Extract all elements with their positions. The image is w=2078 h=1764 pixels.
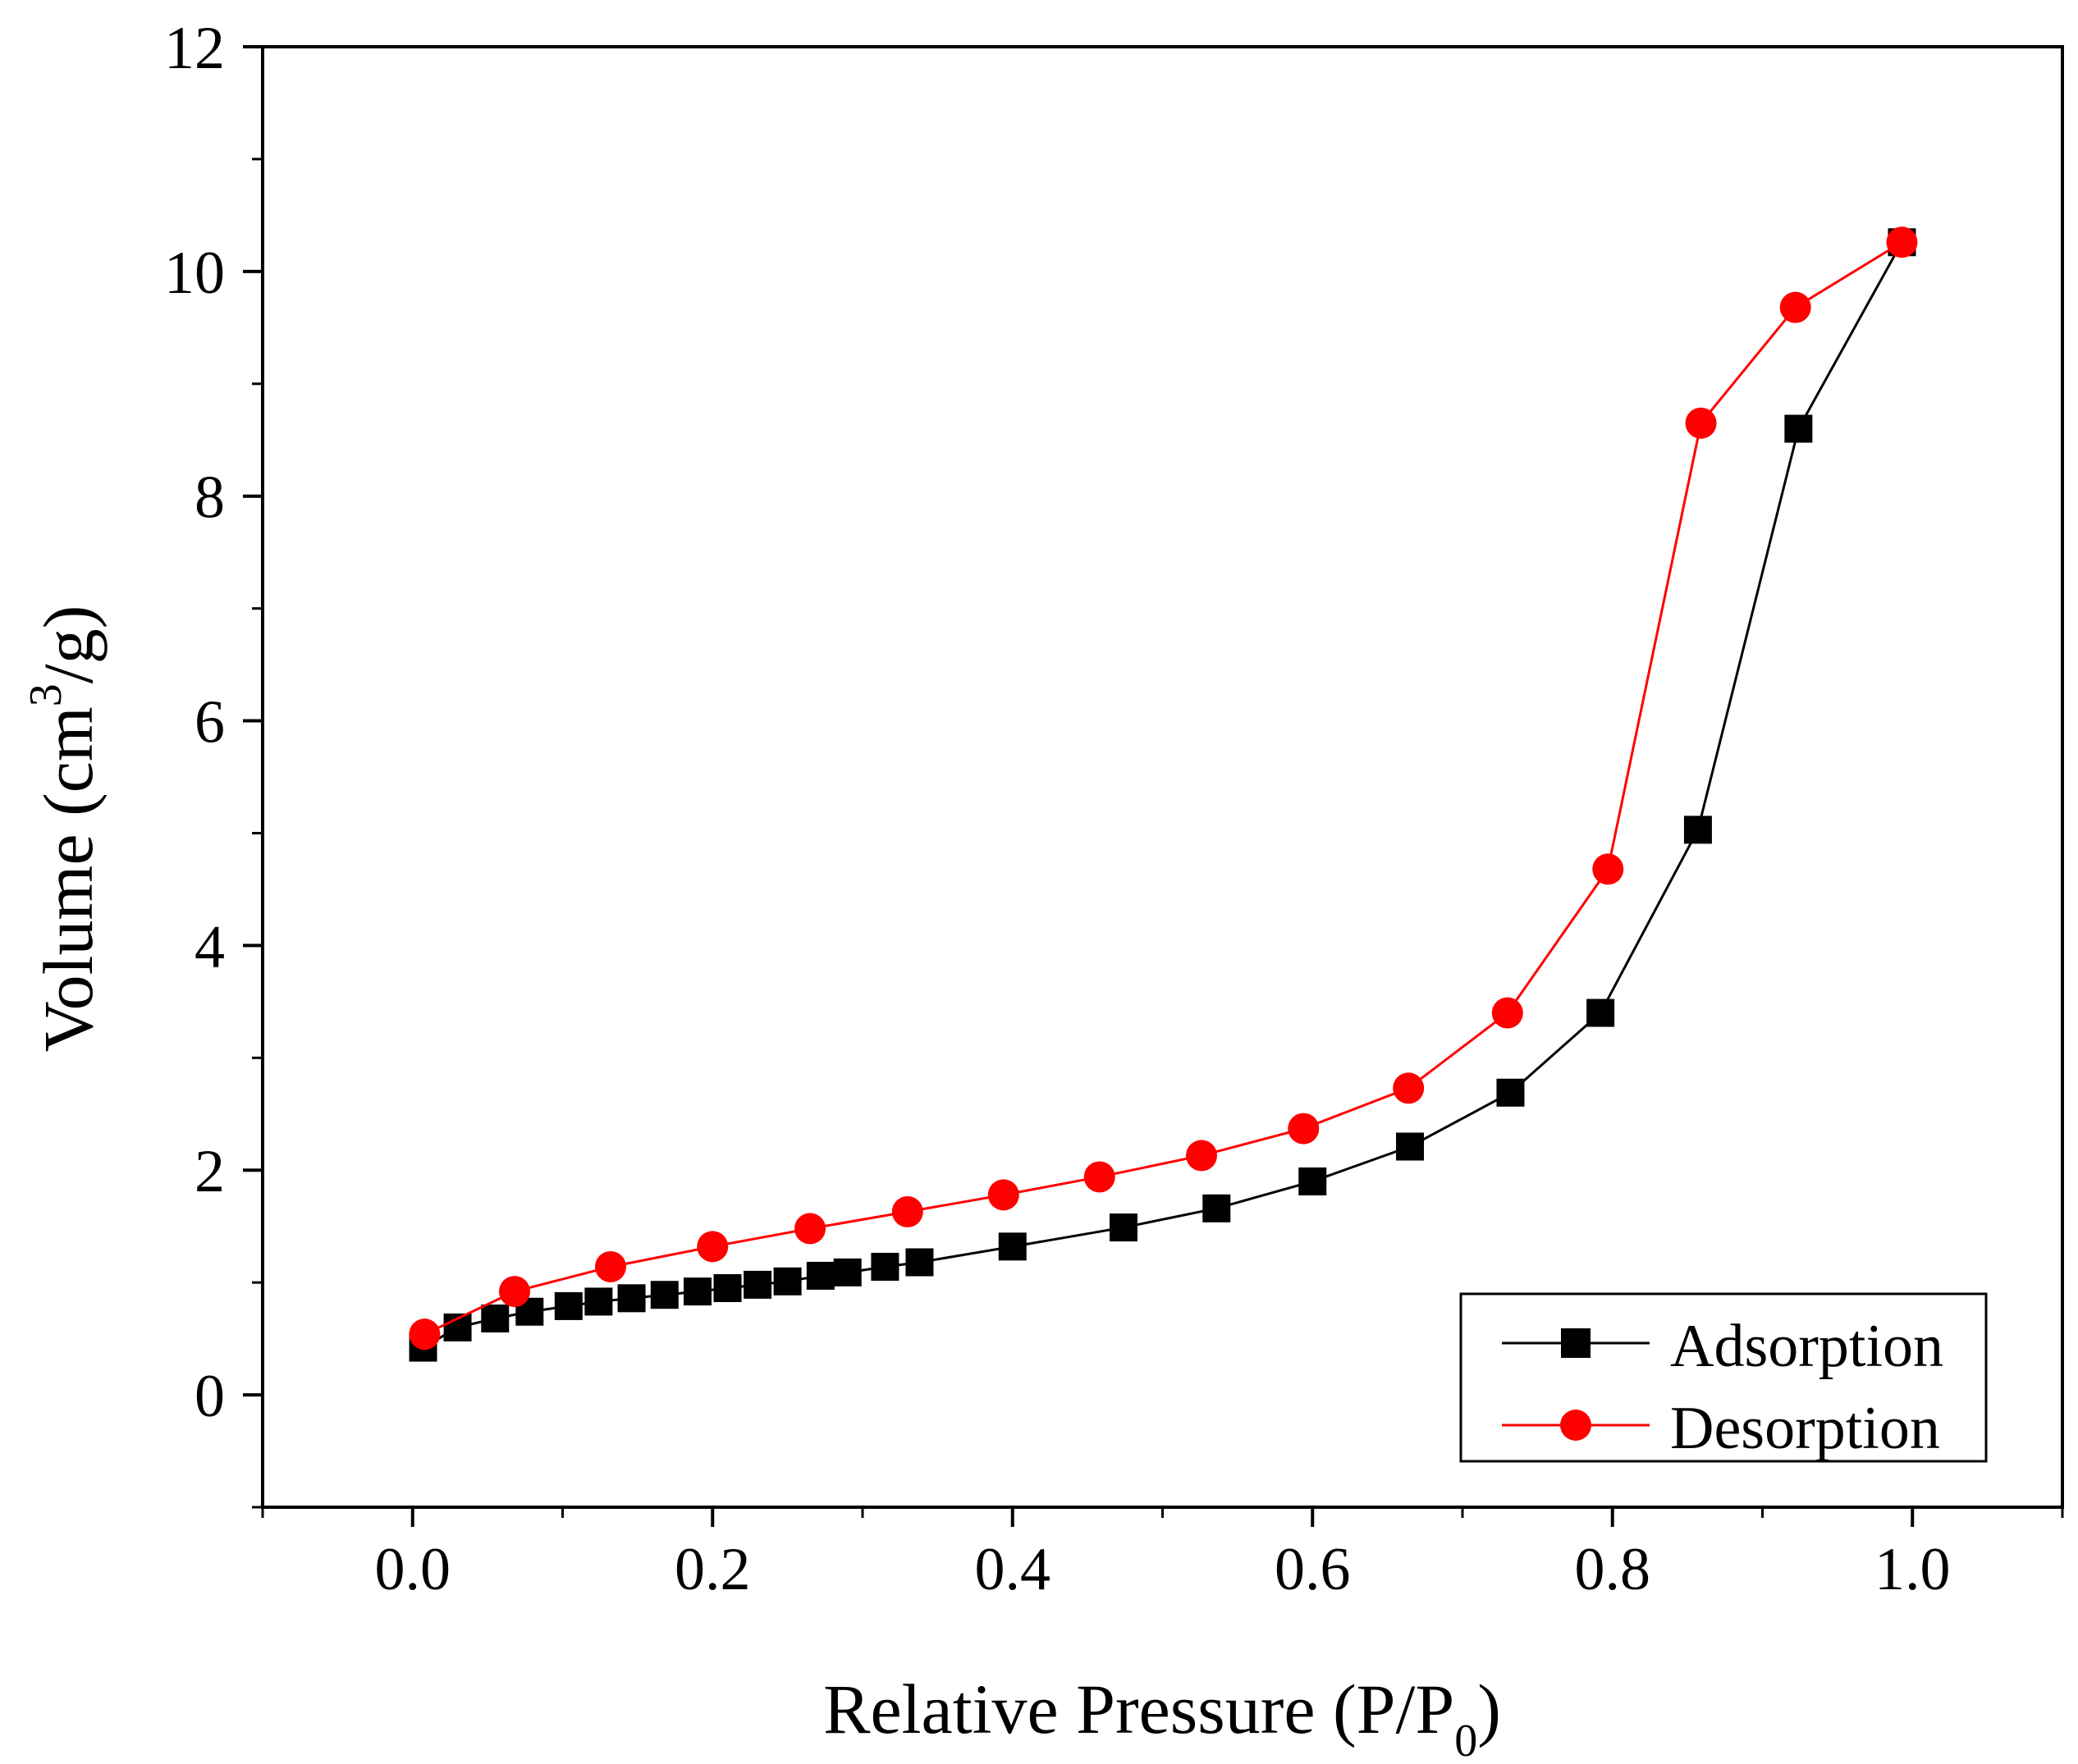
data-point-desorption <box>1393 1072 1425 1104</box>
y-tick-label: 0 <box>195 1363 225 1430</box>
x-axis-label-close: ) <box>1477 1670 1501 1748</box>
data-point-desorption <box>697 1231 729 1263</box>
x-axis-tick-labels: 0.0 0.2 0.4 0.6 0.8 1.0 <box>375 1536 1951 1603</box>
data-point-desorption <box>891 1195 923 1227</box>
data-point-desorption <box>1685 407 1717 439</box>
series-line-desorption <box>423 240 1903 1336</box>
legend-label-desorption: Desorption <box>1670 1395 1940 1462</box>
data-point-desorption <box>409 1318 441 1350</box>
x-tick-label: 0.4 <box>975 1536 1051 1603</box>
series-desorption <box>409 226 1918 1350</box>
data-point-adsorption <box>744 1270 772 1299</box>
data-point-desorption <box>1491 997 1523 1029</box>
data-point-adsorption <box>833 1258 862 1286</box>
data-point-desorption <box>1288 1113 1320 1145</box>
x-tick-label: 0.0 <box>375 1536 451 1603</box>
data-point-desorption <box>1083 1161 1115 1193</box>
y-axis-label-superscript: 3 <box>21 683 71 706</box>
data-point-desorption <box>987 1179 1019 1211</box>
data-point-adsorption <box>1586 999 1615 1027</box>
x-tick-label: 1.0 <box>1874 1536 1951 1603</box>
legend: Adsorption Desorption <box>1459 1292 1988 1463</box>
data-point-adsorption <box>481 1304 510 1332</box>
y-axis-ticks <box>243 45 263 1509</box>
data-point-adsorption <box>617 1284 646 1313</box>
y-tick-label: 12 <box>164 15 225 82</box>
data-point-adsorption <box>1202 1194 1231 1222</box>
data-point-adsorption <box>773 1267 802 1296</box>
x-axis-label-subscript: 0 <box>1454 1716 1477 1764</box>
data-point-adsorption <box>998 1232 1027 1261</box>
data-point-desorption <box>1886 226 1918 258</box>
data-point-adsorption <box>1683 816 1712 844</box>
x-tick-label: 0.2 <box>675 1536 751 1603</box>
data-point-desorption <box>1779 291 1811 323</box>
x-axis-ticks <box>261 1507 2064 1527</box>
data-point-adsorption <box>683 1277 712 1306</box>
y-tick-label: 8 <box>195 464 225 532</box>
data-point-adsorption <box>1784 414 1813 443</box>
data-point-adsorption <box>871 1252 899 1281</box>
y-axis-label-close: /g) <box>29 606 108 684</box>
y-tick-label: 4 <box>195 913 225 980</box>
legend-marker-adsorption <box>1561 1328 1591 1358</box>
legend-marker-desorption <box>1560 1410 1591 1441</box>
data-point-adsorption <box>905 1248 934 1277</box>
x-tick-label: 0.8 <box>1575 1536 1651 1603</box>
data-point-desorption <box>1592 853 1624 885</box>
x-axis-label: Relative Pressure (P/P0) <box>823 1670 1501 1764</box>
data-point-desorption <box>499 1276 531 1308</box>
series-layer <box>409 226 1918 1362</box>
data-point-adsorption <box>1298 1167 1327 1195</box>
y-axis-label-text: Volume (cm <box>29 706 108 1052</box>
data-point-adsorption <box>554 1291 583 1320</box>
x-axis-label-text: Relative Pressure (P/P <box>823 1670 1454 1748</box>
data-point-adsorption <box>1496 1078 1525 1107</box>
data-point-desorption <box>1186 1140 1218 1172</box>
data-point-adsorption <box>650 1281 679 1309</box>
data-point-adsorption <box>1109 1213 1137 1242</box>
data-point-desorption <box>794 1213 826 1245</box>
legend-box <box>1459 1292 1988 1463</box>
y-tick-label: 10 <box>164 240 225 307</box>
y-axis-tick-labels: 0 2 4 6 8 10 12 <box>164 15 225 1430</box>
legend-label-adsorption: Adsorption <box>1670 1313 1943 1380</box>
data-point-desorption <box>594 1250 626 1282</box>
data-point-adsorption <box>584 1287 613 1316</box>
series-line-adsorption <box>422 241 1903 1349</box>
data-point-adsorption <box>713 1274 742 1302</box>
y-tick-label: 2 <box>195 1138 225 1205</box>
data-point-adsorption <box>806 1261 835 1290</box>
y-axis-label: Volume (cm3/g) <box>21 606 108 1053</box>
x-tick-label: 0.6 <box>1275 1536 1351 1603</box>
y-tick-label: 6 <box>195 689 225 756</box>
data-point-adsorption <box>1396 1132 1425 1161</box>
series-adsorption <box>409 228 1916 1362</box>
